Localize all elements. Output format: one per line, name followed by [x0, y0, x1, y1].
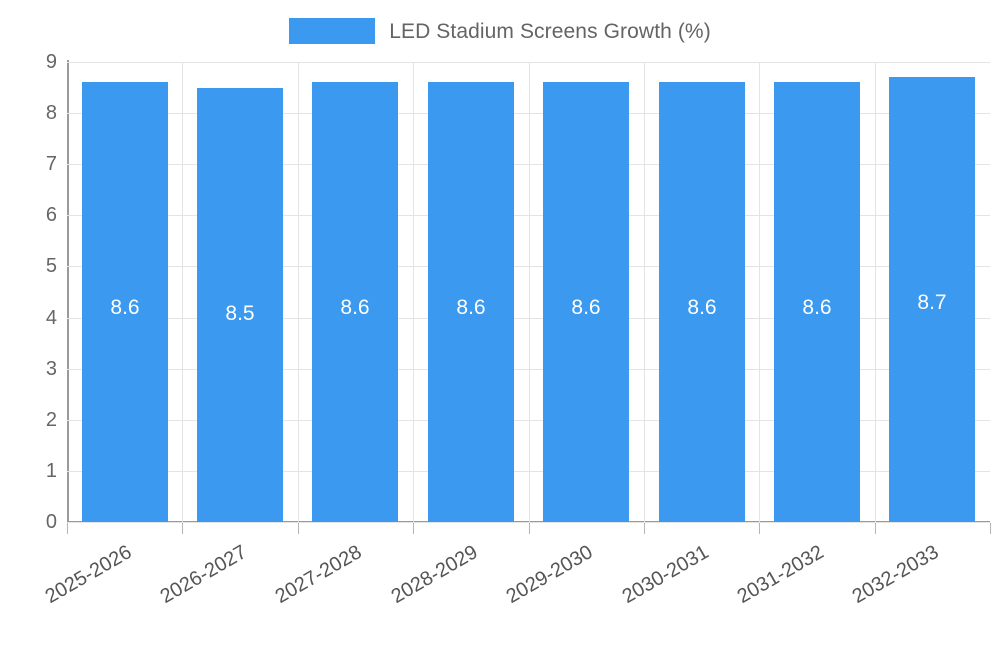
vertical-gridline — [298, 62, 299, 522]
bar[interactable]: 8.6 — [659, 82, 745, 522]
y-axis-tick-label: 9 — [45, 51, 57, 73]
legend-color-swatch-icon — [289, 18, 376, 44]
y-axis-tick-label: 5 — [45, 255, 57, 278]
vertical-gridline — [875, 62, 876, 522]
bar-value-label: 8.6 — [456, 296, 486, 319]
x-axis-tick-mark — [644, 523, 645, 534]
chart-legend: LED Stadium Screens Growth (%) — [0, 14, 1000, 48]
bar[interactable]: 8.6 — [774, 82, 860, 522]
legend-item-led-stadium-screens-growth[interactable]: LED Stadium Screens Growth (%) — [289, 18, 711, 44]
horizontal-gridline — [67, 164, 990, 165]
plot-area: 8.6 8.5 8.6 8.6 8.6 8.6 8.6 8.7 — [67, 62, 990, 523]
y-axis-line — [67, 60, 69, 522]
y-axis-tick-label: 7 — [45, 153, 57, 176]
bar-value-label: 8.6 — [571, 296, 601, 319]
x-axis-tick-mark — [182, 523, 183, 534]
vertical-gridline — [529, 62, 530, 522]
x-axis-category-labels: 2025-2026 2026-2027 2027-2028 2028-2029 2029… — [0, 534, 1000, 608]
y-axis-tick-label: 2 — [45, 408, 57, 431]
bar-value-label: 8.6 — [340, 296, 370, 319]
y-axis-tick-label: 1 — [45, 459, 57, 482]
horizontal-gridline — [67, 113, 990, 114]
bar[interactable]: 8.7 — [889, 77, 975, 522]
legend-label: LED Stadium Screens Growth (%) — [389, 19, 711, 43]
horizontal-gridline — [67, 369, 990, 370]
vertical-gridline — [182, 62, 183, 522]
bar[interactable]: 8.5 — [197, 88, 283, 522]
x-axis-tick-mark — [990, 523, 991, 534]
x-axis-tick-mark — [529, 523, 530, 534]
x-axis-tick-mark — [759, 523, 760, 534]
x-axis-tick-mark — [875, 523, 876, 534]
horizontal-gridline — [67, 318, 990, 319]
bar-value-label: 8.7 — [917, 291, 947, 314]
horizontal-gridline — [67, 471, 990, 472]
bar[interactable]: 8.6 — [82, 82, 168, 522]
y-axis-tick-labels: 0 1 2 3 4 5 6 7 8 9 — [0, 52, 57, 532]
bar-value-label: 8.6 — [687, 296, 717, 319]
horizontal-gridline — [67, 420, 990, 421]
horizontal-gridline — [67, 522, 990, 523]
bar-value-label: 8.6 — [110, 296, 140, 319]
y-axis-tick-label: 8 — [45, 102, 57, 125]
bar-value-label: 8.5 — [225, 302, 255, 325]
bar[interactable]: 8.6 — [428, 82, 514, 522]
bar[interactable]: 8.6 — [312, 82, 398, 522]
bar-value-label: 8.6 — [802, 296, 832, 319]
bar[interactable]: 8.6 — [543, 82, 629, 522]
x-axis-tick-mark — [413, 523, 414, 534]
vertical-gridline — [759, 62, 760, 522]
horizontal-gridline — [67, 266, 990, 267]
x-axis-tick-mark — [298, 523, 299, 534]
y-axis-tick-label: 0 — [45, 511, 57, 533]
x-axis-tick-mark — [67, 523, 68, 534]
y-axis-tick-label: 4 — [45, 306, 57, 329]
horizontal-gridline — [67, 215, 990, 216]
y-axis-tick-label: 6 — [45, 204, 57, 227]
y-axis-tick-label: 3 — [45, 357, 57, 380]
horizontal-gridline — [67, 62, 990, 63]
vertical-gridline — [644, 62, 645, 522]
vertical-gridline — [413, 62, 414, 522]
